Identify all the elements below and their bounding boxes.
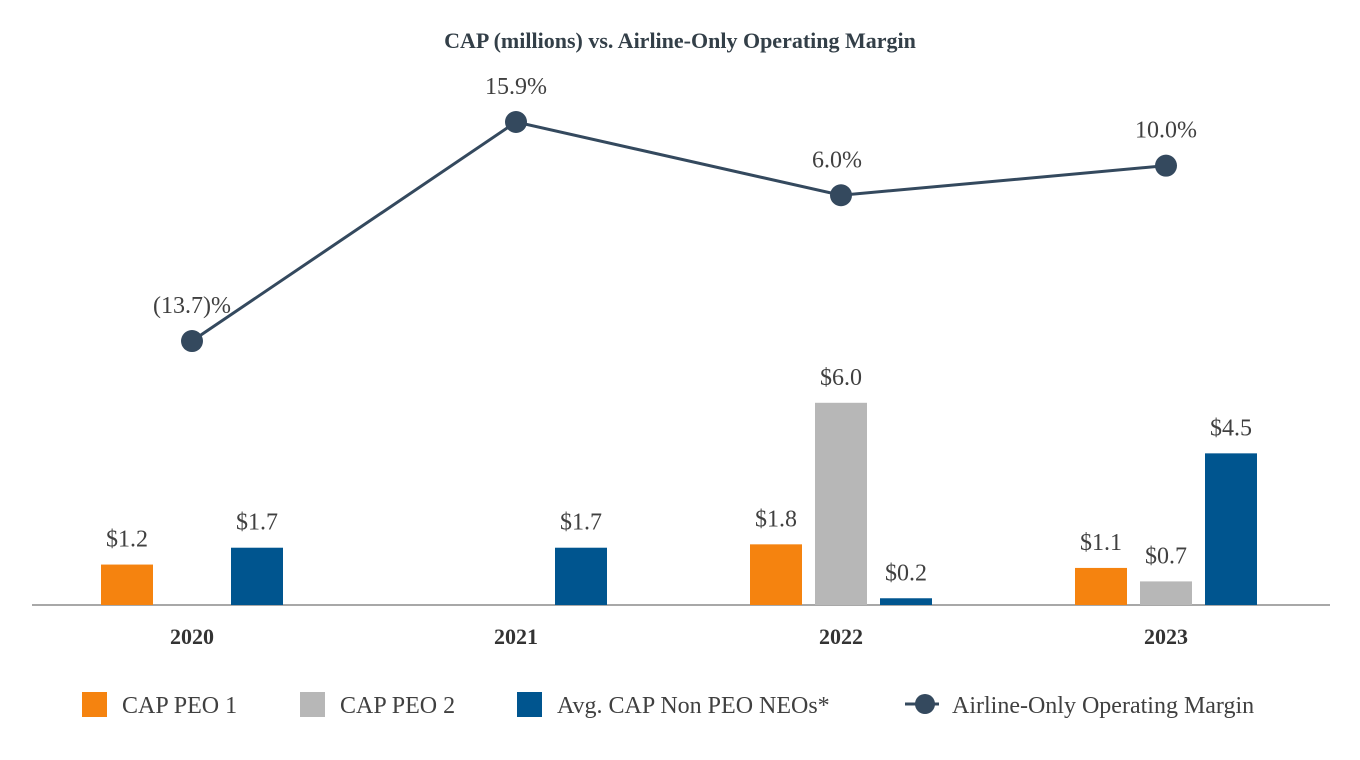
- bar-value-label: $4.5: [1210, 415, 1252, 441]
- margin-value-label: 15.9%: [485, 74, 547, 100]
- margin-value-label: 6.0%: [812, 147, 862, 173]
- bar-2023-series-3: [1205, 453, 1257, 605]
- margin-point-2023: [1155, 154, 1177, 177]
- bar-value-label: $1.7: [560, 510, 602, 536]
- bar-value-label: $1.2: [106, 527, 148, 553]
- category-label: 2021: [494, 624, 538, 649]
- bar-2022-series-2: [815, 402, 867, 605]
- bar-value-label: $1.7: [236, 510, 278, 536]
- bar-2021-series-3: [555, 547, 607, 605]
- margin-value-label: 10.0%: [1135, 118, 1197, 144]
- legend-swatch: [82, 692, 107, 717]
- bar-2020-series-1: [101, 564, 153, 605]
- legend-label: CAP PEO 1: [122, 693, 237, 719]
- legend-marker: [915, 694, 935, 714]
- bar-value-label: $0.2: [885, 560, 927, 586]
- bars-layer: $1.2 $1.8 $1.1 $6.0 $0.7 $1.7 $1.7 $0.2 $4.5: [101, 365, 1257, 605]
- bar-2023-series-1: [1075, 567, 1127, 605]
- bar-2022-series-3: [880, 598, 932, 605]
- bar-2020-series-3: [231, 547, 283, 605]
- bar-value-label: $1.1: [1080, 530, 1122, 556]
- bar-2023-series-2: [1140, 581, 1192, 605]
- category-label: 2022: [819, 624, 863, 649]
- legend-swatch: [300, 692, 325, 717]
- bar-2022-series-1: [750, 544, 802, 605]
- category-labels: 2020 2021 2022 2023: [170, 624, 1188, 649]
- margin-point-2021: [505, 111, 527, 133]
- legend-swatch: [517, 692, 542, 717]
- chart-title: CAP (millions) vs. Airline-Only Operatin…: [444, 28, 916, 53]
- bar-value-label: $6.0: [820, 365, 862, 391]
- legend-label: Airline-Only Operating Margin: [952, 693, 1254, 719]
- legend-label: CAP PEO 2: [340, 693, 455, 719]
- line-layer: (13.7)% 15.9% 6.0% 10.0%: [153, 74, 1197, 353]
- margin-point-2020: [181, 330, 203, 353]
- margin-value-label: (13.7)%: [153, 293, 231, 319]
- bar-value-label: $0.7: [1145, 543, 1187, 569]
- bar-value-label: $1.8: [755, 506, 797, 532]
- category-label: 2023: [1144, 624, 1188, 649]
- margin-line: [191, 120, 1167, 343]
- margin-point-2022: [830, 184, 852, 207]
- legend: CAP PEO 1 CAP PEO 2 Avg. CAP Non PEO NEOs*…: [82, 692, 1254, 719]
- legend-label: Avg. CAP Non PEO NEOs*: [557, 693, 830, 719]
- category-label: 2020: [170, 624, 214, 649]
